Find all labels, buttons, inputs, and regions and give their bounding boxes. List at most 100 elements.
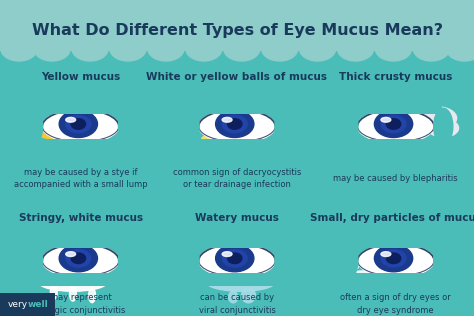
Text: Thick crusty mucus: Thick crusty mucus [339, 72, 453, 82]
Ellipse shape [71, 119, 85, 129]
Circle shape [72, 37, 108, 61]
Ellipse shape [38, 273, 108, 291]
Text: well: well [27, 300, 48, 309]
Text: may be caused by blepharitis: may be caused by blepharitis [334, 174, 458, 183]
Text: common sign of dacryocystitis
or tear drainage infection: common sign of dacryocystitis or tear dr… [173, 168, 301, 189]
Circle shape [186, 37, 222, 61]
FancyBboxPatch shape [191, 273, 283, 287]
Circle shape [34, 37, 70, 61]
Circle shape [148, 37, 184, 61]
FancyBboxPatch shape [35, 235, 127, 248]
Ellipse shape [50, 285, 57, 300]
Ellipse shape [70, 286, 76, 301]
Circle shape [1, 37, 37, 61]
Ellipse shape [381, 252, 391, 257]
Ellipse shape [428, 119, 458, 137]
Ellipse shape [386, 119, 401, 129]
Circle shape [110, 37, 146, 61]
Circle shape [337, 37, 374, 61]
Ellipse shape [89, 288, 95, 303]
Text: very: very [8, 300, 27, 309]
Ellipse shape [66, 115, 91, 133]
FancyBboxPatch shape [350, 139, 442, 152]
Ellipse shape [357, 244, 434, 277]
Ellipse shape [339, 243, 358, 279]
Ellipse shape [405, 104, 432, 119]
Ellipse shape [42, 110, 119, 143]
FancyBboxPatch shape [35, 100, 127, 114]
Text: Watery mucus: Watery mucus [195, 213, 279, 223]
Ellipse shape [206, 273, 275, 291]
Ellipse shape [216, 111, 254, 137]
Ellipse shape [118, 108, 137, 144]
Text: may represent
allergic conjunctivitis: may represent allergic conjunctivitis [36, 293, 125, 315]
Ellipse shape [386, 253, 401, 264]
FancyBboxPatch shape [350, 273, 442, 287]
Ellipse shape [66, 250, 91, 267]
FancyBboxPatch shape [191, 139, 283, 152]
Circle shape [447, 37, 474, 61]
Text: What Do Different Types of Eye Mucus Mean?: What Do Different Types of Eye Mucus Mea… [31, 22, 443, 38]
Text: Yellow mucus: Yellow mucus [41, 72, 120, 82]
Text: Small, dry particles of mucus: Small, dry particles of mucus [310, 213, 474, 223]
Ellipse shape [216, 245, 254, 272]
Ellipse shape [228, 119, 242, 129]
Ellipse shape [415, 106, 456, 130]
FancyBboxPatch shape [350, 235, 442, 248]
Ellipse shape [355, 271, 368, 276]
Ellipse shape [228, 253, 242, 264]
Ellipse shape [219, 137, 232, 143]
Ellipse shape [180, 243, 199, 279]
Ellipse shape [434, 243, 453, 279]
FancyBboxPatch shape [0, 293, 55, 316]
Ellipse shape [199, 110, 275, 143]
Ellipse shape [381, 118, 391, 122]
Ellipse shape [367, 275, 378, 278]
Ellipse shape [434, 108, 453, 144]
Ellipse shape [66, 252, 76, 257]
Ellipse shape [59, 245, 98, 272]
Ellipse shape [42, 244, 119, 277]
FancyBboxPatch shape [0, 0, 474, 51]
Ellipse shape [345, 260, 355, 264]
Circle shape [375, 37, 411, 61]
Text: may be caused by a stye if
accompanied with a small lump: may be caused by a stye if accompanied w… [14, 168, 147, 189]
FancyBboxPatch shape [191, 100, 283, 114]
Ellipse shape [374, 245, 413, 272]
Ellipse shape [275, 108, 294, 144]
Ellipse shape [222, 115, 247, 133]
FancyBboxPatch shape [35, 139, 127, 152]
Ellipse shape [34, 120, 84, 140]
Ellipse shape [71, 253, 85, 264]
Ellipse shape [374, 111, 413, 137]
Ellipse shape [118, 243, 137, 279]
Circle shape [300, 37, 336, 61]
Ellipse shape [24, 243, 43, 279]
Text: White or yellow balls of mucus: White or yellow balls of mucus [146, 72, 328, 82]
Text: Stringy, white mucus: Stringy, white mucus [18, 213, 143, 223]
Ellipse shape [24, 108, 43, 144]
Circle shape [413, 37, 449, 61]
Ellipse shape [275, 243, 294, 279]
FancyBboxPatch shape [350, 100, 442, 114]
Ellipse shape [349, 266, 358, 269]
Ellipse shape [66, 118, 76, 122]
Ellipse shape [357, 110, 434, 143]
Ellipse shape [242, 288, 255, 303]
Circle shape [262, 37, 298, 61]
Text: often a sign of dry eyes or
dry eye syndrome: often a sign of dry eyes or dry eye synd… [340, 293, 451, 315]
Ellipse shape [381, 115, 406, 133]
Circle shape [224, 37, 260, 61]
Ellipse shape [339, 108, 358, 144]
Ellipse shape [180, 108, 199, 144]
Ellipse shape [199, 244, 275, 277]
FancyBboxPatch shape [35, 273, 127, 287]
Ellipse shape [202, 135, 219, 143]
Ellipse shape [51, 139, 61, 150]
Text: can be caused by
viral conjunctivitis: can be caused by viral conjunctivitis [199, 293, 275, 315]
Ellipse shape [222, 250, 247, 267]
Ellipse shape [222, 118, 232, 122]
Ellipse shape [381, 250, 406, 267]
Ellipse shape [228, 291, 238, 303]
Ellipse shape [222, 252, 232, 257]
